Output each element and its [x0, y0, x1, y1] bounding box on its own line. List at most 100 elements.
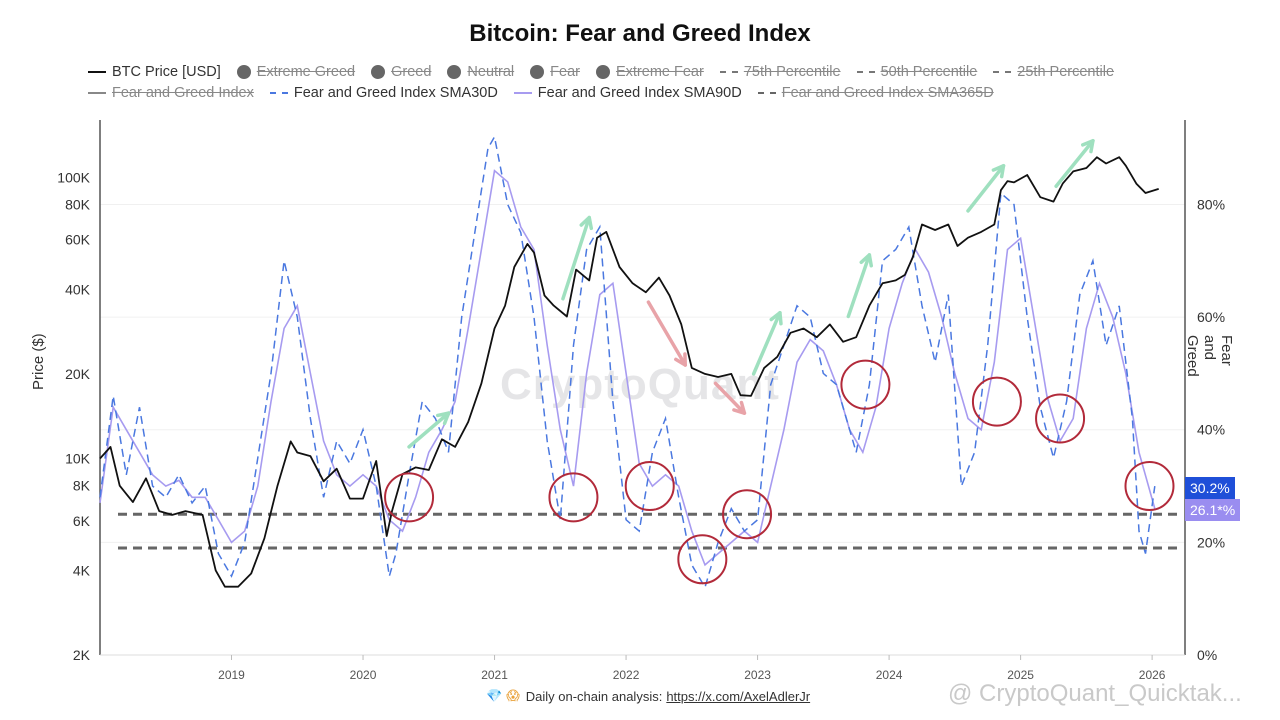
y-left-tick-label: 80K — [65, 197, 91, 213]
y-right-tick-label: 60% — [1197, 309, 1225, 325]
uptrend-arrow-head — [769, 310, 783, 326]
footer-link[interactable]: https://x.com/AxelAdlerJr — [666, 688, 811, 704]
y-left-tick-label: 100K — [57, 169, 90, 185]
legend-dot-icon — [236, 65, 251, 79]
legend-line-icon — [88, 92, 106, 94]
legend-item[interactable]: Fear — [530, 64, 580, 80]
gem-icon: 💎 — [486, 688, 503, 703]
legend-label: 50th Percentile — [880, 64, 978, 80]
sma30-line — [99, 134, 1156, 590]
y-left-tick-label: 20K — [65, 366, 91, 382]
legend-label: 25th Percentile — [1017, 64, 1115, 80]
chart-title: Bitcoin: Fear and Greed Index — [469, 20, 811, 47]
legend-item[interactable]: Fear and Greed Index SMA365D — [757, 85, 994, 101]
legend-item[interactable]: 25th Percentile — [993, 64, 1114, 80]
fear-circle-marker — [1035, 393, 1086, 444]
uptrend-arrow — [1054, 138, 1095, 188]
downtrend-arrow-head — [674, 352, 687, 367]
legend-label: Extreme Greed — [256, 64, 356, 80]
legend-label: Neutral — [467, 64, 515, 80]
x-tick-label: 2020 — [350, 668, 377, 682]
legend-label: Fear and Greed Index — [112, 85, 254, 101]
legend-label: Greed — [391, 64, 432, 80]
downtrend-arrow-head — [732, 400, 747, 415]
legend-dash-icon — [856, 71, 875, 73]
uptrend-arrow-head — [579, 215, 594, 231]
legend-line-icon — [88, 71, 106, 73]
uptrend-arrow-head — [1081, 138, 1095, 154]
legend-dash-icon — [757, 92, 776, 94]
x-tick-label: 2025 — [1007, 668, 1034, 682]
legend-label: Fear and Greed Index SMA365D — [781, 85, 994, 101]
legend-dash-icon — [993, 71, 1012, 73]
y-left-tick-label: 10K — [65, 451, 91, 467]
legend-item[interactable]: BTC Price [USD] — [88, 64, 221, 80]
y-left-tick-label: 8K — [73, 478, 91, 494]
legend-item[interactable]: Fear and Greed Index SMA30D — [269, 85, 498, 101]
sma90-value-badge: 26.1*% — [1185, 499, 1241, 521]
x-tick-label: 2023 — [744, 668, 771, 682]
x-tick-label: 2022 — [613, 668, 640, 682]
legend-row-2: Fear and Greed Index Fear and Greed Index… — [88, 83, 1010, 103]
fear-circle-marker — [548, 472, 599, 523]
x-tick-label: 2021 — [481, 668, 508, 682]
legend-row-1: BTC Price [USD] Extreme Greed Greed Neutral… — [88, 62, 1130, 82]
fear-circle-marker — [840, 359, 891, 410]
legend-dot-icon — [530, 65, 545, 79]
fear-circle-marker — [677, 534, 728, 585]
legend-item[interactable]: Greed — [371, 64, 431, 80]
uptrend-arrow — [846, 253, 872, 319]
legend-dot-icon — [447, 65, 462, 79]
uptrend-arrow-head — [991, 163, 1006, 179]
downtrend-arrow — [646, 300, 687, 367]
sma90-line — [99, 169, 1156, 567]
fear-circle-marker — [971, 376, 1022, 427]
y-left-tick-label: 6K — [73, 513, 91, 529]
y-left-tick-label: 60K — [65, 232, 91, 248]
btc-price-line — [99, 156, 1159, 588]
y-right-tick-label: 0% — [1197, 647, 1217, 663]
legend-dot-icon — [371, 65, 386, 79]
uptrend-arrow — [966, 163, 1006, 213]
y-left-tick-label: 4K — [73, 562, 91, 578]
legend-item[interactable]: Fear and Greed Index SMA90D — [513, 85, 742, 101]
fear-circle-marker — [624, 461, 675, 512]
legend-item[interactable]: Neutral — [447, 64, 514, 80]
scream-icon: 😱 — [506, 688, 520, 703]
footer-text: Daily on-chain analysis: — [525, 688, 663, 704]
legend-label: Fear and Greed Index SMA30D — [293, 85, 498, 101]
legend-item[interactable]: 50th Percentile — [856, 64, 978, 80]
uptrend-arrow-head — [436, 411, 451, 426]
fear-circle-marker — [384, 472, 435, 523]
legend-line-icon — [513, 92, 532, 94]
y-left-tick-label: 2K — [73, 647, 91, 663]
legend-dash-icon — [719, 71, 738, 73]
legend-label: Fear — [550, 64, 580, 80]
uptrend-arrow — [561, 215, 591, 301]
x-tick-label: 2024 — [876, 668, 903, 682]
watermark-bottom: @ CryptoQuant_Quicktak... — [948, 680, 1242, 707]
x-tick-label: 2019 — [218, 668, 245, 682]
downtrend-arrow — [713, 381, 747, 415]
fear-circle-marker — [722, 489, 773, 540]
legend-label: Extreme Fear — [615, 64, 704, 80]
legend-dash-icon — [269, 92, 288, 94]
y-right-tick-label: 80% — [1197, 196, 1225, 212]
legend-item[interactable]: Fear and Greed Index — [88, 85, 254, 101]
y-left-tick-label: 40K — [65, 281, 91, 297]
footer: 💎 😱 Daily on-chain analysis: https://x.c… — [486, 688, 810, 704]
x-tick-label: 2026 — [1139, 668, 1166, 682]
uptrend-arrow-head — [859, 253, 873, 268]
legend-label: Fear and Greed Index SMA90D — [537, 85, 742, 101]
legend-dot-icon — [595, 65, 610, 79]
legend-item[interactable]: Extreme Fear — [595, 64, 704, 80]
legend-item[interactable]: 75th Percentile — [719, 64, 841, 80]
legend-label: BTC Price [USD] — [112, 64, 221, 80]
y-right-tick-label: 40% — [1197, 422, 1225, 438]
legend-item[interactable]: Extreme Greed — [236, 64, 356, 80]
legend-label: 75th Percentile — [743, 64, 841, 80]
sma30-value-badge: 30.2% — [1185, 477, 1235, 499]
uptrend-arrow — [407, 411, 451, 449]
fear-circle-marker — [1124, 461, 1175, 512]
